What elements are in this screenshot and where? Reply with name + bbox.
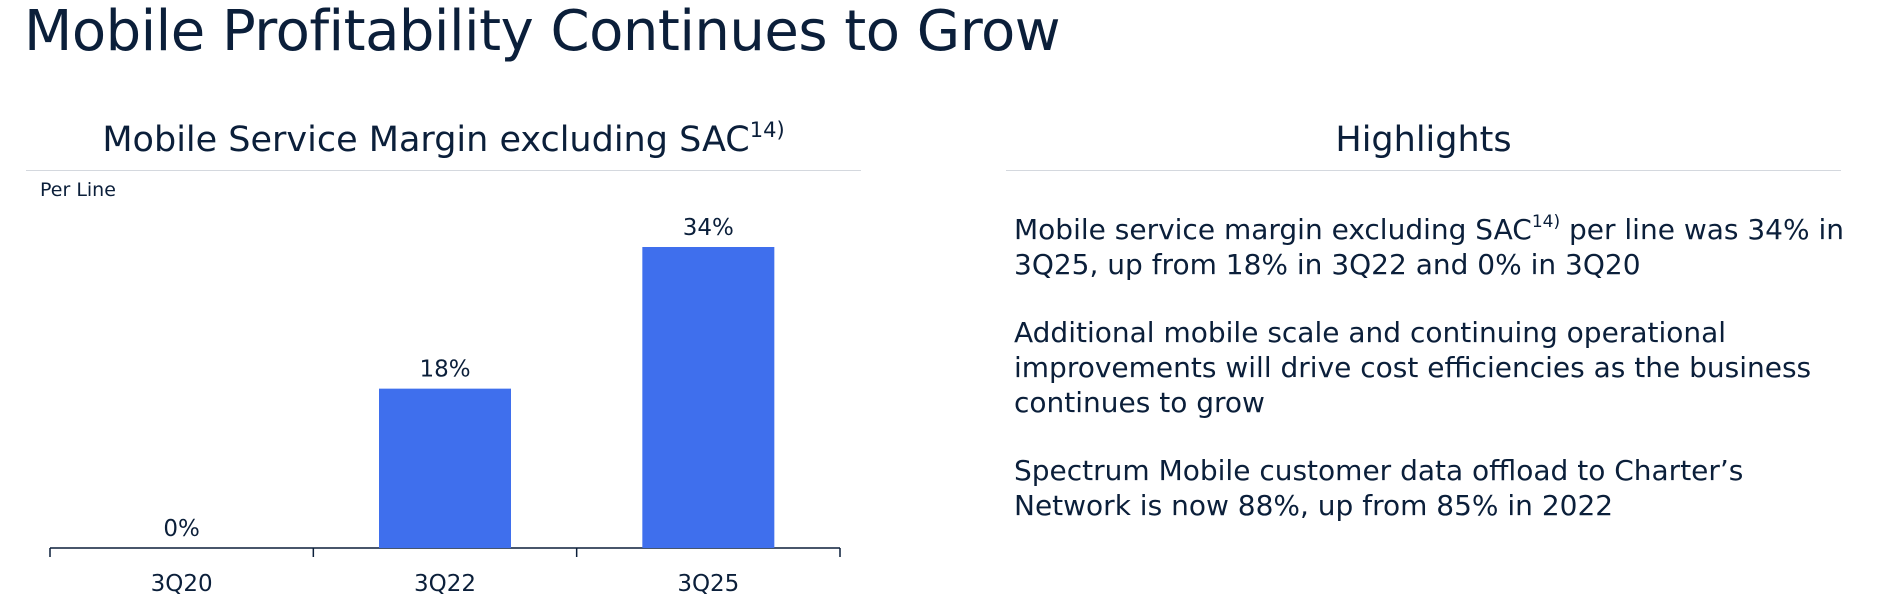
highlight-item-1: Mobile service margin excluding SAC14) p…	[1014, 212, 1854, 282]
highlight-item-1-text-cont: per line was 34% in 3Q25, up from 18% in…	[1014, 213, 1845, 281]
highlight-item-2: Additional mobile scale and continuing o…	[1014, 316, 1812, 419]
highlight-item-1-footnote: 14)	[1531, 212, 1561, 232]
highlights-title: Highlights	[1335, 120, 1512, 160]
highlights-list: Mobile service margin excluding SAC14) p…	[1014, 212, 1854, 556]
data-label-3Q25: 34%	[683, 215, 734, 241]
highlight-item-3: Spectrum Mobile customer data offload to…	[1014, 454, 1744, 522]
bar-3Q22	[379, 388, 511, 548]
page-title: Mobile Profitability Continues to Grow	[24, 0, 1061, 64]
data-label-3Q20: 0%	[163, 516, 200, 542]
data-label-3Q22: 18%	[419, 357, 470, 383]
highlight-item-1-text: Mobile service margin excluding SAC	[1014, 213, 1532, 246]
chart-title-divider	[26, 170, 861, 171]
chart-title-footnote: 14)	[749, 118, 785, 142]
highlights-title-divider	[1006, 170, 1841, 171]
chart-title: Mobile Service Margin excluding SAC14)	[26, 118, 861, 162]
x-tick-label-3Q20: 3Q20	[151, 571, 213, 597]
x-tick-label-3Q22: 3Q22	[414, 571, 476, 597]
bar-3Q25	[642, 247, 775, 548]
chart-subtitle: Per Line	[40, 179, 116, 201]
bar-chart: 0% 3Q20 18% 3Q22 34% 3Q25	[49, 215, 841, 597]
x-tick-label-3Q25: 3Q25	[677, 571, 739, 597]
chart-title-text: Mobile Service Margin excluding SAC	[102, 120, 750, 160]
